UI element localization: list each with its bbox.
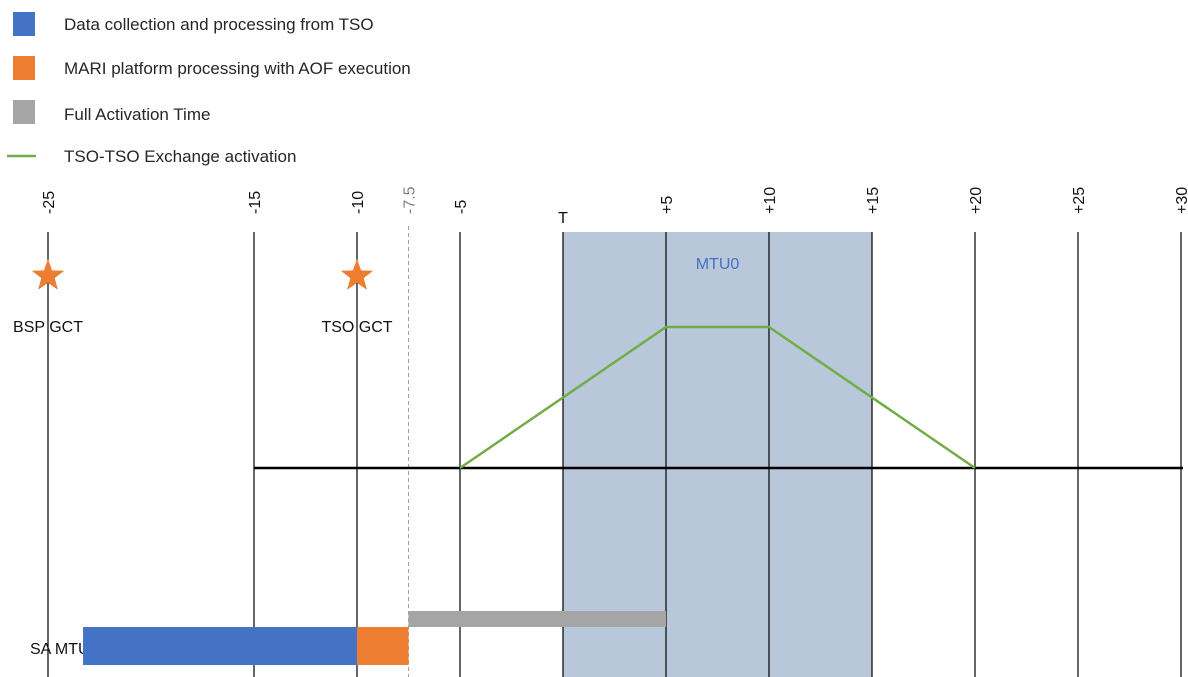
tick-label-20: +20	[968, 187, 985, 214]
tick-label-5: -5	[453, 200, 470, 214]
tick-label-7-5: -7.5	[402, 186, 419, 214]
gate-closure-markers: BSP GCT TSO GCT	[13, 259, 393, 336]
tick-label-10: +10	[762, 187, 779, 214]
marker-label-bsp-gct: BSP GCT	[13, 319, 83, 336]
legend-label-data-collection: Data collection and processing from TSO	[64, 15, 374, 34]
legend-swatch-full-activation	[13, 100, 35, 124]
tick-label-5: +5	[659, 196, 676, 214]
mtu-period-label: MTU0	[696, 256, 740, 273]
legend-swatch-mari-processing	[13, 56, 35, 80]
bar-full-activation-sa-mtu0	[408, 611, 666, 627]
exchange-activation-line	[459, 325, 976, 470]
bar-data-collection-sa-mtu0	[83, 627, 358, 665]
legend-label-mari-processing: MARI platform processing with AOF execut…	[64, 59, 411, 78]
tick-lines	[47, 226, 1182, 677]
tick-label-25: -25	[41, 191, 58, 214]
legend: Data collection and processing from TSO …	[7, 12, 411, 166]
tick-label-25: +25	[1071, 187, 1088, 214]
star-icon-bsp-gct	[31, 259, 65, 290]
tick-labels: -25 -15 -10 -7.5 -5 T +5 +10 +15 +20 +25 +30	[41, 186, 1188, 227]
tick-label-30: +30	[1174, 187, 1188, 214]
mtu-period-shade	[563, 232, 872, 677]
period-layer: MTU0	[563, 232, 872, 677]
tick-label-10: -10	[350, 191, 367, 214]
legend-label-exchange-activation: TSO-TSO Exchange activation	[64, 147, 296, 166]
row-label-sa-mtu0: SA MTU0	[30, 641, 99, 658]
tick-label-15: +15	[865, 187, 882, 214]
tick-label-15: -15	[247, 191, 264, 214]
marker-label-tso-gct: TSO GCT	[321, 319, 392, 336]
bar-mari-processing-sa-mtu0	[357, 627, 409, 665]
legend-label-full-activation: Full Activation Time	[64, 105, 210, 124]
tick-label-t: T	[558, 210, 568, 227]
activation-rows: SA MTU0	[30, 611, 666, 665]
legend-swatch-data-collection	[13, 12, 35, 36]
star-icon-tso-gct	[340, 259, 374, 290]
